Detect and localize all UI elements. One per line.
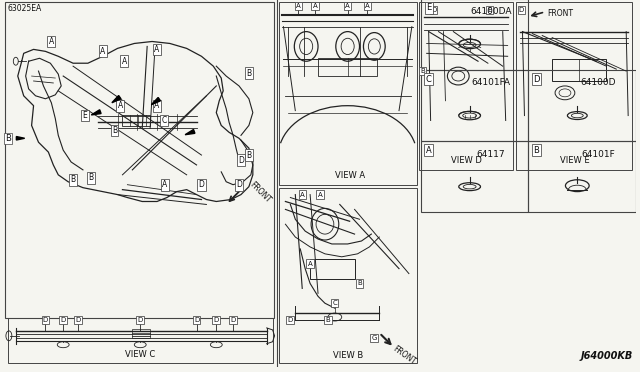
Text: A: A	[426, 145, 431, 155]
Bar	[132, 329, 150, 338]
Polygon shape	[185, 129, 195, 135]
Text: C: C	[332, 300, 337, 306]
Text: VIEW C: VIEW C	[125, 350, 156, 359]
Bar	[420, 70, 529, 141]
Bar	[122, 115, 150, 126]
Polygon shape	[17, 137, 25, 140]
Bar	[529, 141, 636, 212]
Polygon shape	[152, 97, 161, 105]
Text: A: A	[313, 3, 317, 9]
Text: A: A	[346, 3, 350, 9]
Bar	[516, 2, 632, 170]
Text: A: A	[163, 180, 168, 189]
Bar	[529, 70, 636, 141]
Text: D: D	[76, 317, 81, 323]
Text: B: B	[246, 68, 252, 78]
Text: D: D	[43, 317, 48, 323]
Polygon shape	[112, 96, 121, 103]
Text: E: E	[426, 3, 431, 12]
Text: A: A	[317, 192, 323, 198]
Text: VIEW E: VIEW E	[560, 156, 589, 165]
Text: D: D	[194, 317, 199, 323]
Text: A: A	[100, 47, 106, 56]
Text: E: E	[488, 7, 492, 13]
Text: D: D	[230, 317, 236, 323]
Text: B: B	[88, 173, 93, 182]
Text: G: G	[372, 335, 377, 341]
Text: A: A	[365, 3, 370, 9]
Text: FRONT: FRONT	[547, 9, 573, 18]
Text: D: D	[236, 180, 242, 189]
Text: D: D	[138, 317, 143, 323]
Text: A: A	[118, 101, 123, 110]
Bar	[5, 2, 273, 318]
Text: E: E	[83, 111, 87, 120]
Bar	[8, 318, 273, 363]
Bar	[552, 59, 607, 81]
Text: FRONT: FRONT	[391, 345, 417, 367]
Text: A: A	[154, 101, 159, 110]
Text: C: C	[161, 116, 166, 125]
Text: 63025EA: 63025EA	[8, 4, 42, 13]
Text: VIEW B: VIEW B	[333, 350, 363, 359]
Text: 64101F: 64101F	[582, 150, 615, 158]
Text: B: B	[326, 317, 330, 323]
Text: 64117: 64117	[476, 150, 505, 158]
Text: A: A	[300, 192, 305, 198]
Text: B: B	[112, 126, 117, 135]
Text: A: A	[308, 261, 312, 267]
Text: B: B	[420, 68, 425, 74]
Text: VIEW A: VIEW A	[335, 171, 365, 180]
Text: A: A	[49, 37, 54, 46]
Text: B: B	[5, 134, 11, 143]
Text: 64101FA: 64101FA	[471, 78, 510, 87]
Text: 64100D: 64100D	[580, 78, 616, 87]
Bar	[310, 259, 355, 279]
Bar	[278, 2, 417, 185]
Bar	[419, 2, 513, 170]
Bar	[420, 141, 529, 212]
Text: D: D	[214, 317, 219, 323]
Polygon shape	[92, 110, 101, 115]
Text: D: D	[61, 317, 66, 323]
Bar	[318, 58, 378, 76]
Text: VIEW D: VIEW D	[451, 156, 482, 165]
Text: A: A	[122, 57, 127, 66]
Text: B: B	[357, 280, 362, 286]
Text: J64000KB: J64000KB	[581, 352, 633, 362]
Text: D: D	[533, 74, 540, 84]
Text: B: B	[70, 175, 76, 184]
Text: FRONT: FRONT	[248, 180, 273, 205]
Text: B: B	[533, 145, 540, 155]
Text: A: A	[154, 45, 159, 54]
Bar	[278, 187, 417, 363]
Text: D: D	[198, 180, 204, 189]
Text: C: C	[426, 74, 431, 84]
Text: A: A	[296, 3, 301, 9]
Text: D: D	[288, 317, 293, 323]
Text: D: D	[238, 155, 244, 164]
Bar	[420, 0, 529, 70]
Text: D: D	[519, 7, 524, 13]
Text: B: B	[246, 151, 252, 160]
Text: D: D	[431, 7, 436, 13]
Text: 64100DA: 64100DA	[470, 7, 511, 16]
